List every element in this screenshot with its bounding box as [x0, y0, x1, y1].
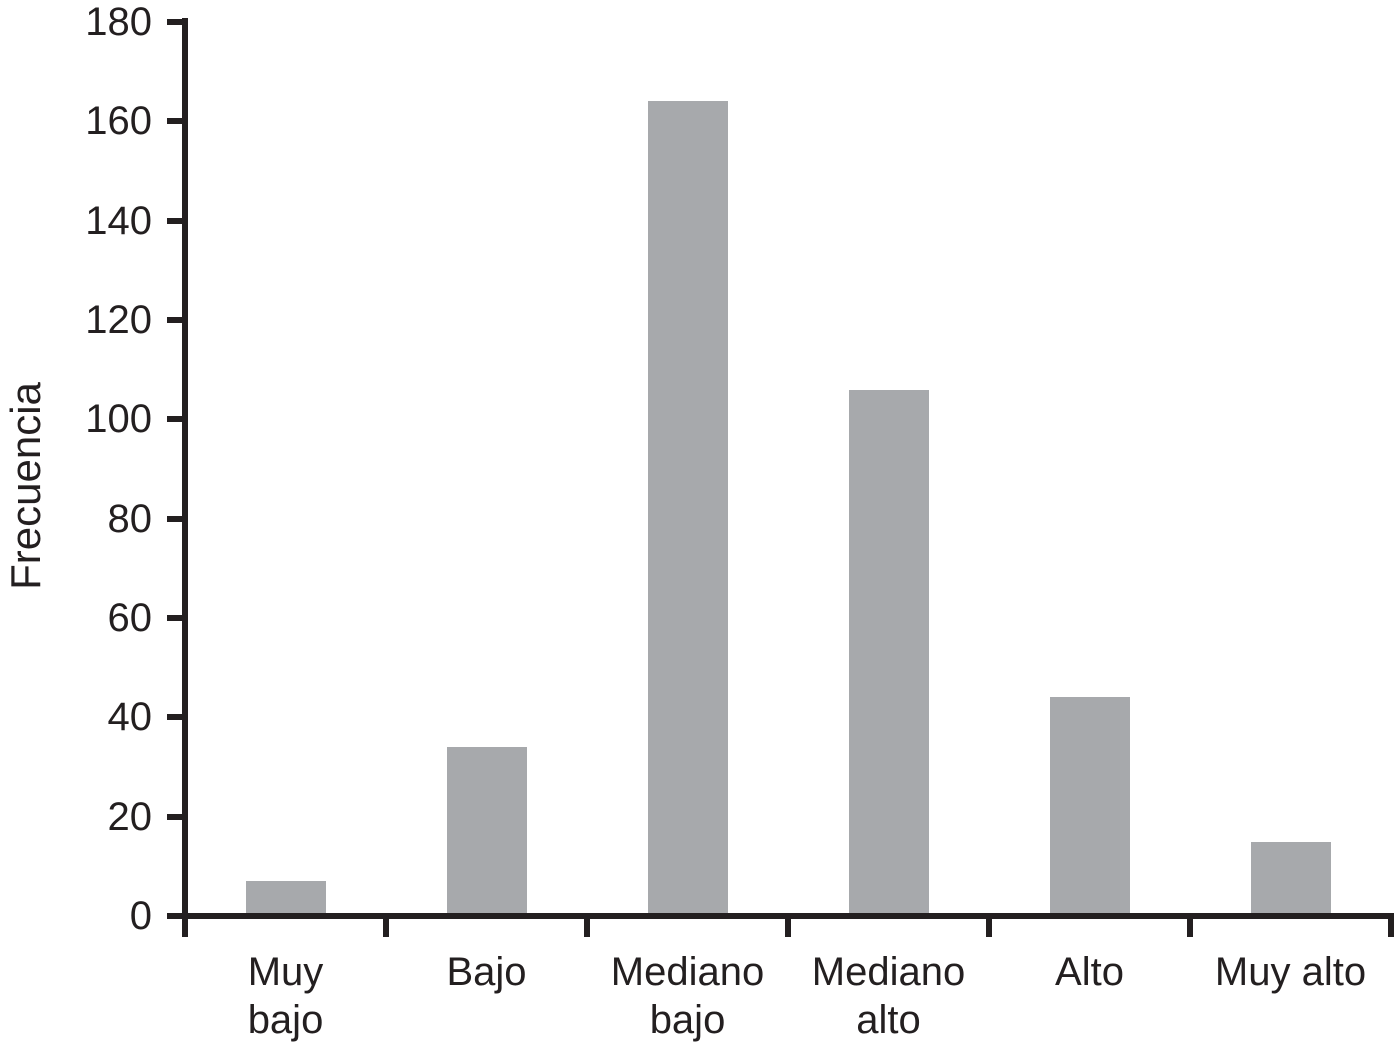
x-tick-5	[1187, 913, 1193, 937]
y-tick-label-0: 0	[129, 894, 152, 938]
y-tick-60	[167, 615, 185, 621]
x-label-line: alto	[856, 998, 921, 1042]
y-tick-label-140: 140	[85, 198, 152, 243]
x-label-line: bajo	[247, 998, 324, 1042]
bar-muy-bajo	[245, 881, 326, 916]
x-axis-line	[167, 913, 1394, 919]
y-tick-label-180: 180	[85, 0, 152, 44]
y-tick-0	[167, 913, 185, 919]
x-label-alto: Alto	[1055, 948, 1124, 996]
x-label-line: Muy	[247, 950, 324, 994]
x-label-mediano-bajo: Mediano bajo	[611, 948, 764, 1044]
y-tick-80	[167, 515, 185, 522]
x-tick-3	[785, 913, 791, 937]
bar-bajo	[446, 747, 527, 916]
bar-alto	[1049, 697, 1130, 916]
x-label-muy-alto: Muy alto	[1215, 948, 1366, 996]
x-label-mediano-alto: Mediano alto	[812, 948, 965, 1044]
y-axis-line	[182, 18, 188, 937]
y-tick-160	[167, 118, 185, 125]
y-tick-label-100: 100	[85, 397, 152, 442]
x-label-line: Muy alto	[1214, 950, 1367, 994]
x-tick-6	[1388, 913, 1394, 937]
x-tick-4	[986, 913, 992, 937]
y-tick-40	[167, 714, 185, 721]
x-tick-2	[584, 913, 590, 937]
y-tick-20	[167, 813, 185, 820]
x-label-line: Alto	[1055, 950, 1124, 994]
y-tick-label-120: 120	[85, 298, 152, 342]
y-tick-140	[167, 217, 185, 224]
x-label-bajo: Bajo	[446, 948, 526, 996]
x-tick-0	[182, 913, 188, 937]
x-tick-1	[383, 913, 389, 937]
bar-mediano-bajo	[647, 101, 728, 916]
y-tick-label-20: 20	[107, 794, 153, 839]
y-tick-label-80: 80	[107, 496, 153, 541]
bar-mediano-alto	[848, 389, 929, 916]
x-label-line: Mediano	[811, 950, 966, 994]
x-label-line: bajo	[649, 998, 726, 1042]
bar-muy-alto	[1250, 841, 1331, 916]
y-tick-label-60: 60	[107, 596, 153, 640]
y-tick-180	[167, 19, 185, 25]
x-label-muy-bajo: Muy bajo	[248, 948, 324, 1044]
y-tick-100	[167, 416, 185, 423]
y-tick-120	[167, 317, 185, 323]
x-label-line: Mediano	[610, 950, 765, 994]
y-tick-label-40: 40	[107, 695, 153, 740]
y-tick-label-160: 160	[85, 99, 152, 144]
x-label-line: Bajo	[446, 950, 527, 994]
